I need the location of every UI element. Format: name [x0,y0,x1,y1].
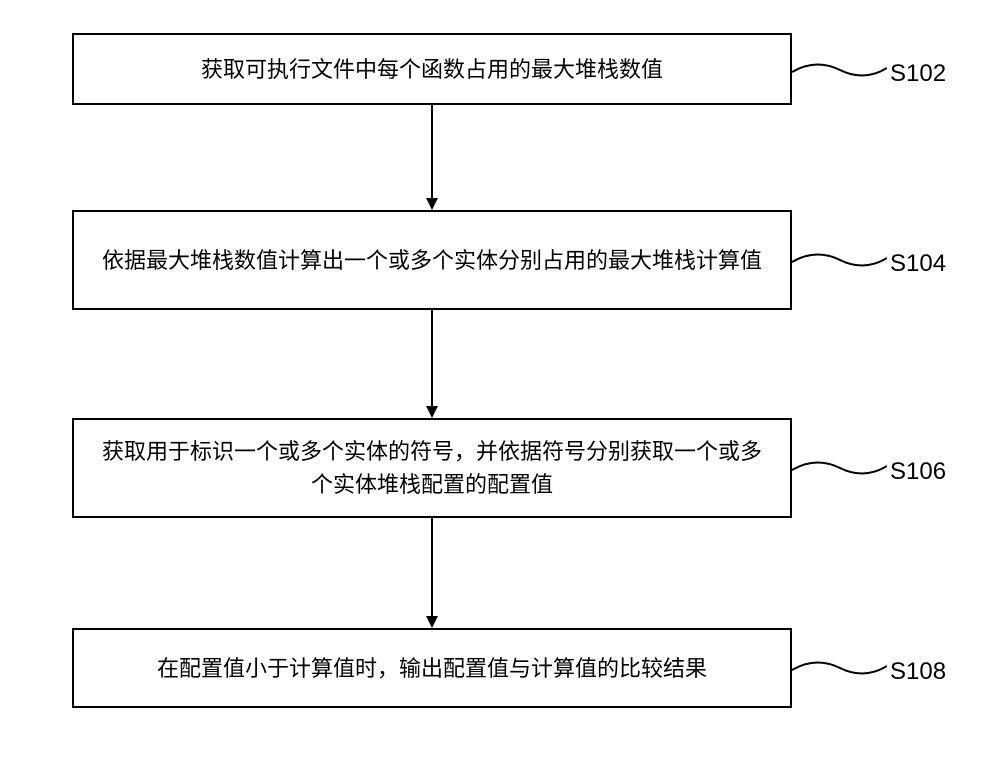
step-text: 依据最大堆栈数值计算出一个或多个实体分别占用的最大堆栈计算值 [102,244,762,277]
step-label-s106: S106 [890,458,946,486]
step-box-s108: 在配置值小于计算值时，输出配置值与计算值的比较结果 [72,628,792,708]
step-box-s102: 获取可执行文件中每个函数占用的最大堆栈数值 [72,33,792,105]
step-text: 在配置值小于计算值时，输出配置值与计算值的比较结果 [157,652,707,685]
connector-tilde [792,60,887,80]
step-label-s108: S108 [890,658,946,686]
arrow-3 [422,518,442,628]
arrow-1 [422,105,442,210]
step-label-s104: S104 [890,250,946,278]
arrow-2 [422,310,442,418]
flowchart-canvas: 获取可执行文件中每个函数占用的最大堆栈数值 S102 依据最大堆栈数值计算出一个… [0,0,1000,764]
connector-tilde [792,250,887,270]
step-box-s106: 获取用于标识一个或多个实体的符号，并依据符号分别获取一个或多个实体堆栈配置的配置… [72,418,792,518]
connector-tilde [792,658,887,678]
step-text: 获取用于标识一个或多个实体的符号，并依据符号分别获取一个或多个实体堆栈配置的配置… [94,435,770,501]
step-label-s102: S102 [890,60,946,88]
step-box-s104: 依据最大堆栈数值计算出一个或多个实体分别占用的最大堆栈计算值 [72,210,792,310]
connector-tilde [792,458,887,478]
step-text: 获取可执行文件中每个函数占用的最大堆栈数值 [201,53,663,86]
